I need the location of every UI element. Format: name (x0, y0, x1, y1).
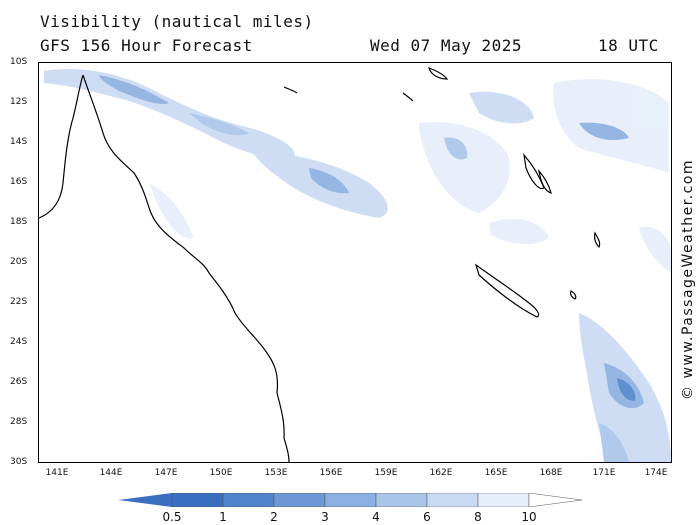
lon-label: 174E (644, 468, 668, 478)
legend-swatch (171, 493, 224, 507)
legend-tick: 0.5 (162, 510, 182, 524)
legend-swatch (426, 493, 479, 507)
lon-label: 159E (374, 468, 398, 478)
legend-swatch (477, 493, 530, 507)
legend-swatch (222, 493, 275, 507)
vanuatu-north (523, 153, 545, 190)
forecast-time: 18 UTC (598, 36, 659, 55)
lon-label: 147E (154, 468, 178, 478)
lon-label: 168E (539, 468, 563, 478)
queensland-coast (82, 74, 290, 462)
cape-york-coast (39, 74, 84, 219)
legend-tick: 6 (423, 510, 431, 524)
legend-left-arrow (118, 493, 172, 507)
lon-label: 141E (45, 468, 69, 478)
legend-tick: 4 (372, 510, 380, 524)
lon-label: 144E (99, 468, 123, 478)
visibility-shading (44, 68, 671, 462)
lon-label: 150E (209, 468, 233, 478)
lat-label: 22S (10, 297, 28, 307)
solomon-island (428, 67, 449, 80)
lat-label: 16S (10, 177, 28, 187)
map-area (38, 62, 672, 463)
credit-watermark: © www.PassageWeather.com (680, 158, 696, 400)
reef-island (402, 92, 414, 102)
lat-label: 10S (10, 57, 28, 67)
lat-label: 28S (10, 417, 28, 427)
legend-swatch (375, 493, 428, 507)
lat-label: 24S (10, 337, 28, 347)
legend-tick: 8 (474, 510, 482, 524)
vanuatu-central (538, 168, 552, 194)
lat-label: 20S (10, 257, 28, 267)
coastlines (39, 67, 601, 462)
lat-label: 12S (10, 97, 28, 107)
louisiade-island (283, 86, 298, 94)
lat-label: 30S (10, 457, 28, 467)
legend-swatch (324, 493, 377, 507)
lat-label: 26S (10, 377, 28, 387)
lon-label: 165E (484, 468, 508, 478)
visibility-map (39, 67, 671, 462)
lon-label: 153E (264, 468, 288, 478)
lon-label: 156E (319, 468, 343, 478)
lon-label: 162E (429, 468, 453, 478)
map-title: Visibility (nautical miles) (40, 12, 314, 31)
new-caledonia (474, 263, 540, 318)
legend-right-arrow (528, 493, 582, 507)
loyalty-island (570, 290, 577, 300)
forecast-date: Wed 07 May 2025 (370, 36, 522, 55)
forecast-subtitle: GFS 156 Hour Forecast (40, 36, 253, 55)
lon-label: 171E (592, 468, 616, 478)
legend-tick: 10 (521, 510, 537, 524)
legend-tick: 3 (321, 510, 329, 524)
legend-tick: 1 (219, 510, 227, 524)
color-legend (118, 493, 582, 507)
lat-label: 14S (10, 137, 28, 147)
legend-swatch (273, 493, 326, 507)
lat-label: 18S (10, 217, 28, 227)
legend-tick: 2 (270, 510, 278, 524)
vanuatu-south (594, 231, 601, 249)
